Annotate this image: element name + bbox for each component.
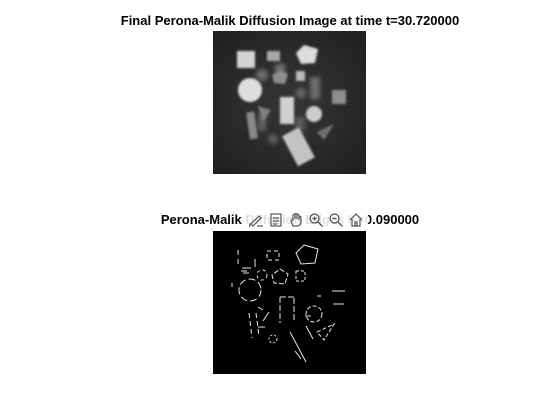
datatip-icon[interactable] <box>267 211 285 229</box>
tilted-rect-shape <box>282 127 315 167</box>
blob-shape <box>268 134 278 144</box>
small-triangle-shape <box>317 124 334 140</box>
right-square-shape <box>332 90 346 104</box>
pan-icon[interactable] <box>287 211 305 229</box>
diffusion-image-axes[interactable] <box>213 31 366 174</box>
blob-shape <box>256 69 268 81</box>
triangle-edge <box>257 306 270 322</box>
pentagon-shape <box>296 45 318 64</box>
blob-shape <box>296 88 306 98</box>
square-edge <box>237 250 256 269</box>
fragment-edge <box>231 270 249 287</box>
blob-shape <box>258 113 266 131</box>
edge-lines <box>231 244 345 363</box>
triangle-shape <box>258 106 271 122</box>
edges-image-axes[interactable] <box>213 231 366 374</box>
pentagon-edge <box>295 244 319 265</box>
thin-rect-shape <box>246 111 258 140</box>
diffusion-image <box>213 31 366 174</box>
dim-circle-edge <box>268 334 278 344</box>
tall-rect-edge <box>279 296 295 323</box>
home-icon[interactable] <box>347 211 365 229</box>
square-shape <box>237 51 255 68</box>
zoom-out-icon[interactable] <box>327 211 345 229</box>
small-square-shape <box>296 71 305 81</box>
tall-rect-shape <box>280 97 294 124</box>
blob-shape <box>310 77 320 99</box>
small-triangle-edge <box>316 322 336 341</box>
edges-background <box>213 231 366 374</box>
blob-shape <box>295 117 305 131</box>
axes-toolbar <box>244 209 368 231</box>
right-square-edge <box>332 290 345 305</box>
small-rect-edge <box>266 250 280 261</box>
blob-circle-edge <box>256 269 268 281</box>
small-rect-shape <box>267 51 280 61</box>
small-pentagon-edge <box>271 268 289 285</box>
top-image-title: Final Perona-Malik Diffusion Image at ti… <box>120 13 460 28</box>
tilted-rect-edge <box>289 325 314 363</box>
fragment-edge <box>258 295 321 328</box>
medium-circle-edge <box>305 305 323 323</box>
small-square-edge <box>295 270 306 282</box>
brush-icon[interactable] <box>247 211 265 229</box>
edges-image <box>213 231 366 374</box>
zoom-in-icon[interactable] <box>307 211 325 229</box>
small-pentagon-shape <box>272 70 288 84</box>
large-circle-edge <box>238 278 262 302</box>
thin-rect-edge <box>248 312 260 339</box>
large-circle-shape <box>238 78 262 102</box>
blob-shape <box>275 64 285 74</box>
medium-circle-shape <box>306 106 322 122</box>
